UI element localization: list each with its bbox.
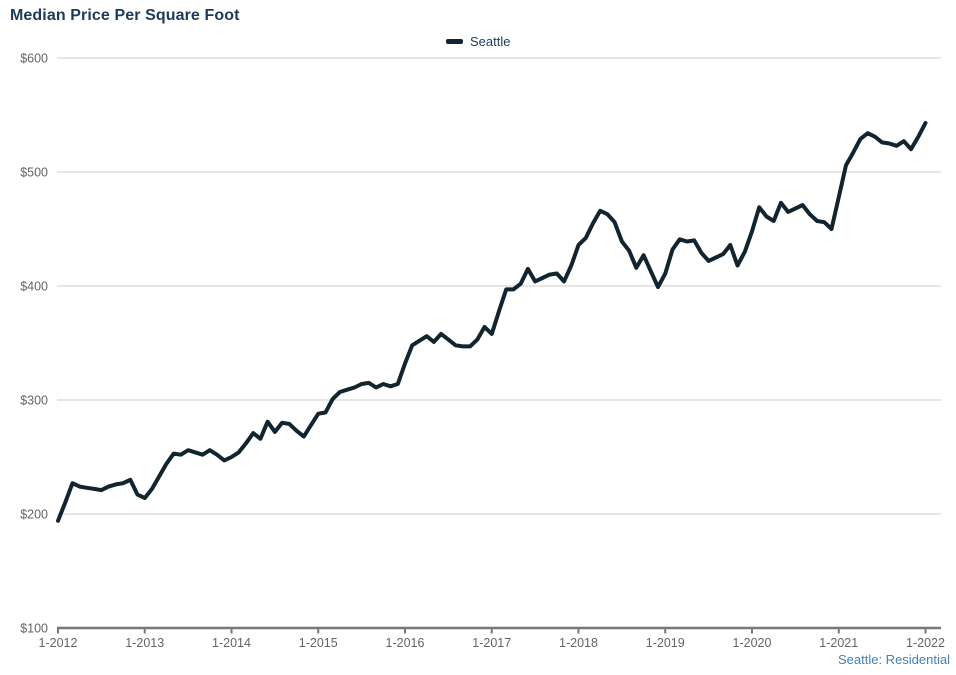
x-axis-label: 1-2018	[559, 636, 598, 650]
legend: Seattle	[446, 34, 510, 49]
x-axis-label: 1-2012	[39, 636, 78, 650]
seattle-series-line	[56, 121, 928, 523]
x-axis-label: 1-2021	[819, 636, 858, 650]
y-axis-label: $200	[20, 508, 48, 522]
source-note: Seattle: Residential	[837, 652, 950, 667]
x-axis-label: 1-2016	[386, 636, 425, 650]
seattle-legend-label: Seattle	[470, 34, 511, 49]
x-axis-label: 1-2014	[212, 636, 251, 650]
chart-title: Median Price Per Square Foot	[10, 7, 240, 24]
x-axis-label: 1-2015	[299, 636, 338, 650]
x-axis-label: 1-2013	[125, 636, 164, 650]
x-axis-label: 1-2020	[733, 636, 772, 650]
x-axis-label: 1-2019	[646, 636, 685, 650]
seattle-legend-swatch-icon	[446, 39, 463, 44]
y-axis-label: $500	[20, 166, 48, 180]
x-axis-label: 1-2017	[472, 636, 511, 650]
y-axis-label: $600	[20, 52, 48, 66]
y-axis-label: $400	[20, 280, 48, 294]
y-axis-label: $100	[20, 622, 48, 636]
y-axis-label: $300	[20, 394, 48, 408]
x-axis-label: 1-2022	[906, 636, 945, 650]
